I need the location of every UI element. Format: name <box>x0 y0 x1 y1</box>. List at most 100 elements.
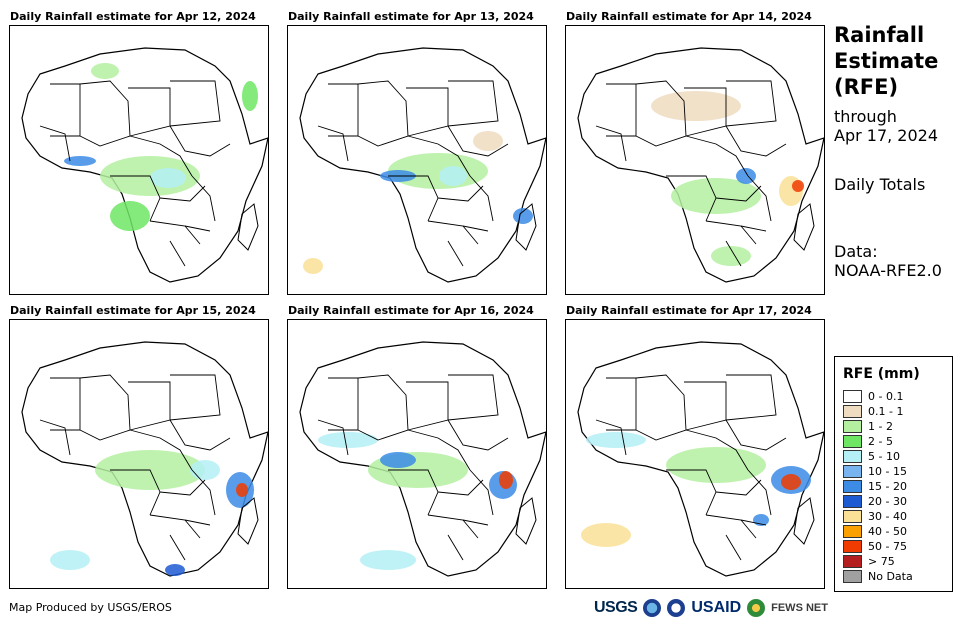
rainfall-area <box>781 474 801 490</box>
legend-item: 40 - 50 <box>843 524 907 538</box>
country-border <box>406 87 449 137</box>
country-border <box>469 469 494 516</box>
africa-map-apr13 <box>299 47 546 283</box>
map-panel-apr13 <box>287 25 547 295</box>
country-border <box>437 185 484 202</box>
country-border <box>169 534 186 561</box>
rainfall-area <box>666 447 766 483</box>
country-border <box>462 519 489 526</box>
totals-label: Daily Totals <box>834 175 926 194</box>
data-source: NOAA-RFE2.0 <box>834 261 942 280</box>
legend-item: 20 - 30 <box>843 494 907 508</box>
rainfall-area <box>581 523 631 547</box>
country-border <box>747 175 772 222</box>
rainfall-area <box>380 452 416 468</box>
legend-item: > 75 <box>843 554 895 568</box>
country-border <box>169 240 186 267</box>
panel-title-apr14: Daily Rainfall estimate for Apr 14, 2024 <box>566 10 812 23</box>
legend-label: 2 - 5 <box>868 434 893 448</box>
legend-item: 0.1 - 1 <box>843 404 903 418</box>
country-border <box>685 135 749 177</box>
country-border <box>685 429 749 471</box>
country-border <box>39 125 71 162</box>
legend-swatch <box>843 449 862 463</box>
legend-swatch <box>843 494 862 508</box>
panel-title-apr16: Daily Rainfall estimate for Apr 16, 2024 <box>288 304 534 317</box>
legend-swatch <box>843 404 862 418</box>
legend-item: 1 - 2 <box>843 419 893 433</box>
rainfall-area <box>513 208 533 224</box>
country-border <box>447 80 499 127</box>
legend-label: 10 - 15 <box>868 464 907 478</box>
noaa-seal-icon <box>643 599 662 617</box>
country-border <box>39 419 71 456</box>
map-panel-apr12 <box>9 25 269 295</box>
legend-swatch <box>843 434 862 448</box>
data-label: Data: <box>834 242 878 261</box>
through-date: Apr 17, 2024 <box>834 126 939 145</box>
country-border <box>184 519 211 526</box>
rainfall-area <box>499 471 513 489</box>
country-border <box>447 125 509 157</box>
rainfall-area <box>50 550 90 570</box>
legend-label: 1 - 2 <box>868 419 893 433</box>
legend-item: 2 - 5 <box>843 434 893 448</box>
country-border <box>447 374 499 421</box>
legend-swatch <box>843 509 862 523</box>
rainfall-area <box>165 564 185 576</box>
country-border <box>407 429 471 471</box>
product-title-line1: Rainfall <box>834 23 925 47</box>
rainfall-area <box>473 131 503 151</box>
legend-title: RFE (mm) <box>843 366 920 382</box>
legend-label: 15 - 20 <box>868 479 907 493</box>
map-credit: Map Produced by USGS/EROS <box>9 601 172 614</box>
country-border <box>159 185 206 202</box>
africa-map-apr15 <box>21 341 268 577</box>
legend-item: 30 - 40 <box>843 509 907 523</box>
africa-map-apr12 <box>21 47 268 283</box>
madagascar-outline <box>515 203 537 251</box>
rainfall-area <box>711 246 751 266</box>
country-border <box>388 175 439 222</box>
country-border <box>666 175 717 222</box>
usaid-logo: USAID <box>691 599 742 616</box>
legend-swatch <box>843 464 862 478</box>
country-border <box>169 125 231 157</box>
country-border <box>725 80 777 127</box>
country-border <box>79 80 131 147</box>
africa-map-apr16 <box>299 341 546 577</box>
country-border <box>357 374 409 441</box>
legend-swatch <box>843 524 862 538</box>
commerce-seal-icon <box>667 599 686 617</box>
country-border <box>469 175 494 222</box>
legend-swatch <box>843 419 862 433</box>
country-border <box>595 125 627 162</box>
usgs-logo: USGS <box>594 599 638 616</box>
country-border <box>388 469 439 516</box>
country-border <box>357 80 409 147</box>
legend-swatch <box>843 389 862 403</box>
legend-label: 0.1 - 1 <box>868 404 904 418</box>
rainfall-area <box>242 81 258 111</box>
agency-logos: USGS USAID FEWS NET <box>594 597 828 619</box>
country-border <box>110 469 161 516</box>
country-border <box>725 419 787 451</box>
country-border <box>129 429 193 471</box>
legend-label: 30 - 40 <box>868 509 907 523</box>
legend-item: 0 - 0.1 <box>843 389 903 403</box>
map-panel-apr15 <box>9 319 269 589</box>
country-border <box>635 374 687 441</box>
map-panel-apr16 <box>287 319 547 589</box>
country-border <box>715 479 762 496</box>
africa-map-apr17 <box>577 341 824 577</box>
product-title-line2: Estimate <box>834 49 939 73</box>
rainfall-area <box>671 178 761 214</box>
country-border <box>725 125 787 157</box>
rainfall-area <box>64 156 96 166</box>
rainfall-area <box>586 432 646 448</box>
country-border <box>740 519 767 526</box>
legend-item: 15 - 20 <box>843 479 907 493</box>
madagascar-outline <box>237 497 259 545</box>
country-border <box>128 381 171 431</box>
